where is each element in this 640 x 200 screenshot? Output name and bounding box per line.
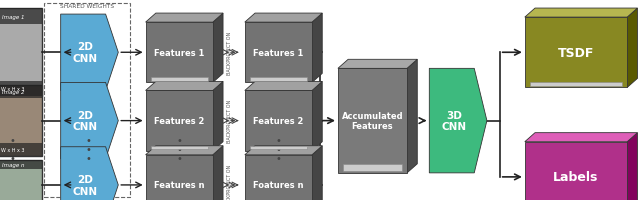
FancyBboxPatch shape [0, 160, 42, 200]
Text: Features n: Features n [154, 181, 204, 189]
Polygon shape [530, 82, 622, 87]
Polygon shape [61, 83, 118, 159]
Polygon shape [407, 60, 417, 173]
Text: Features 1: Features 1 [253, 49, 303, 57]
FancyBboxPatch shape [0, 143, 42, 156]
FancyBboxPatch shape [0, 81, 42, 97]
Polygon shape [61, 147, 118, 200]
Text: Image 1: Image 1 [1, 14, 24, 19]
Text: SHARED WEIGHTS: SHARED WEIGHTS [60, 4, 114, 9]
Polygon shape [212, 82, 223, 151]
FancyBboxPatch shape [0, 86, 42, 156]
Polygon shape [146, 155, 212, 200]
Polygon shape [343, 164, 402, 171]
Polygon shape [245, 155, 312, 200]
Polygon shape [525, 18, 627, 88]
Polygon shape [338, 60, 417, 69]
Polygon shape [212, 14, 223, 83]
Polygon shape [245, 91, 312, 151]
Polygon shape [151, 78, 207, 82]
Text: Labels: Labels [554, 171, 598, 183]
Text: BACKPROJECT ON: BACKPROJECT ON [227, 99, 232, 143]
Text: •
•
•: • • • [275, 135, 282, 163]
Text: TSDF: TSDF [558, 47, 594, 59]
Polygon shape [312, 14, 322, 83]
Polygon shape [312, 146, 322, 200]
Polygon shape [338, 69, 407, 173]
Polygon shape [525, 142, 627, 200]
Polygon shape [146, 14, 223, 23]
Polygon shape [525, 9, 637, 18]
FancyBboxPatch shape [0, 86, 42, 99]
Text: Features 2: Features 2 [154, 117, 204, 125]
Text: •
•
•: • • • [176, 135, 182, 163]
Text: 2D
CNN: 2D CNN [73, 110, 98, 132]
Text: BACKPROJECT ON: BACKPROJECT ON [227, 31, 232, 75]
Text: Image n: Image n [1, 162, 24, 167]
Text: Accumulated
Features: Accumulated Features [342, 112, 403, 130]
Text: 2D
CNN: 2D CNN [73, 174, 98, 196]
Polygon shape [146, 23, 212, 83]
Polygon shape [245, 82, 322, 91]
Polygon shape [146, 91, 212, 151]
Polygon shape [250, 78, 307, 82]
Text: 2D
CNN: 2D CNN [73, 42, 98, 64]
Polygon shape [245, 14, 322, 23]
Polygon shape [429, 69, 487, 173]
Text: Foatures n: Foatures n [253, 181, 303, 189]
Text: Features 1: Features 1 [154, 49, 204, 57]
Polygon shape [151, 146, 207, 150]
Polygon shape [627, 133, 637, 200]
Text: •
•
•: • • • [10, 135, 16, 163]
FancyBboxPatch shape [0, 9, 42, 97]
Polygon shape [245, 146, 322, 155]
Polygon shape [146, 146, 223, 155]
Text: W x H x 3: W x H x 3 [1, 147, 24, 152]
Text: BACKPROJECT ON: BACKPROJECT ON [227, 163, 232, 200]
FancyBboxPatch shape [0, 9, 42, 25]
Polygon shape [525, 133, 637, 142]
FancyBboxPatch shape [0, 160, 42, 169]
Text: •
•
•: • • • [85, 135, 92, 163]
Polygon shape [146, 82, 223, 91]
Polygon shape [61, 15, 118, 91]
Text: Features 2: Features 2 [253, 117, 303, 125]
Polygon shape [627, 9, 637, 88]
Text: Image 2: Image 2 [1, 90, 24, 95]
Polygon shape [250, 146, 307, 150]
Text: 3D
CNN: 3D CNN [442, 110, 467, 132]
Polygon shape [245, 23, 312, 83]
Polygon shape [312, 82, 322, 151]
Polygon shape [212, 146, 223, 200]
Text: W x H x 3: W x H x 3 [1, 87, 24, 92]
